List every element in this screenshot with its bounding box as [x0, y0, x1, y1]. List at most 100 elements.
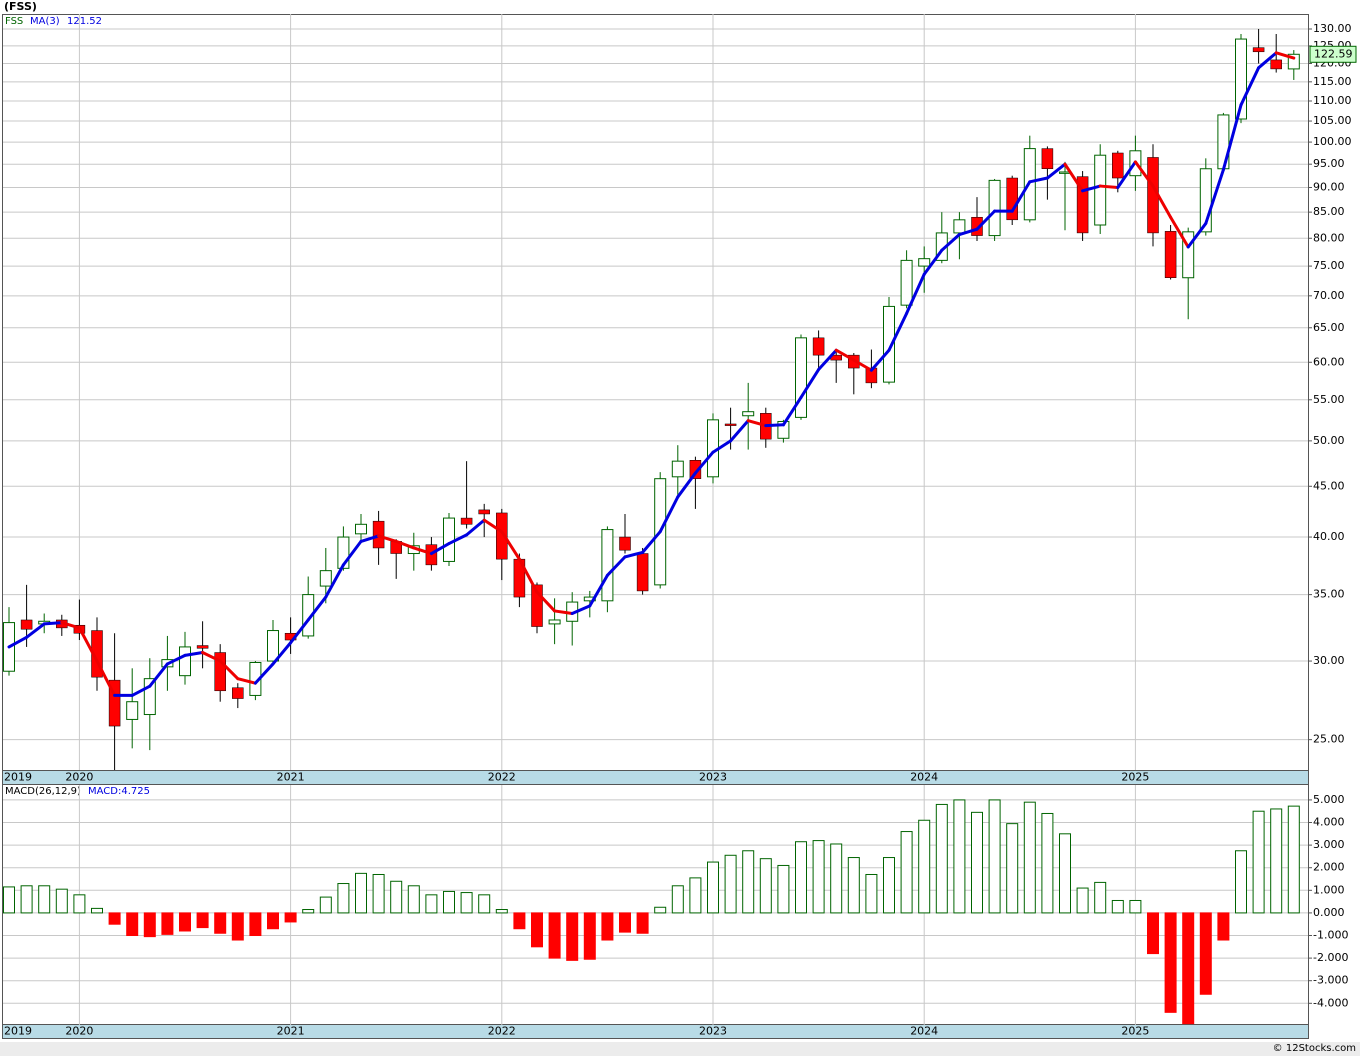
x-tick-label: 2019: [4, 771, 32, 784]
y-tick-label: 5.000: [1313, 793, 1345, 806]
candle-body: [971, 216, 983, 236]
macd-bar: [1006, 823, 1019, 914]
ma-segment: [834, 348, 856, 362]
candle-body: [1112, 152, 1124, 179]
ma-segment: [1045, 162, 1067, 180]
ma-segment: [1151, 184, 1173, 219]
y-tick-label: -3.000: [1313, 974, 1348, 987]
candle-body: [795, 337, 807, 418]
macd-bar: [179, 912, 191, 932]
ma-segment: [77, 626, 99, 663]
y-tick-label: 45.00: [1313, 479, 1345, 492]
macd-bar: [988, 799, 1001, 914]
y-tick-label: -4.000: [1313, 996, 1348, 1009]
ma-segment: [60, 621, 81, 630]
candle-body: [1287, 53, 1300, 70]
macd-bar: [443, 890, 455, 914]
ma-segment: [1133, 160, 1155, 188]
candle-body: [918, 258, 931, 267]
ma-segment: [623, 550, 645, 559]
ma-segment: [676, 471, 697, 499]
ma-segment: [429, 542, 451, 556]
ma-segment: [817, 348, 838, 372]
y-tick-label: -2.000: [1313, 951, 1348, 964]
macd-bar: [548, 912, 561, 959]
macd-bar: [161, 912, 174, 935]
macd-bar: [724, 854, 737, 914]
macd-bar: [319, 896, 332, 914]
candle-body: [1235, 38, 1247, 120]
ma-segment: [1098, 184, 1120, 189]
candle-body: [636, 553, 649, 592]
x-tick-label: 2019: [4, 1025, 32, 1038]
macd-bar: [214, 912, 227, 934]
macd-bar: [707, 861, 719, 914]
macd-bar: [1235, 850, 1247, 914]
y-tick-label: 115.00: [1313, 75, 1352, 88]
macd-bar: [566, 912, 579, 961]
macd-bar: [619, 912, 631, 933]
macd-bar: [935, 803, 948, 914]
ma-segment: [271, 641, 293, 666]
y-tick-label: 3.000: [1313, 838, 1345, 851]
candle-body: [900, 259, 913, 306]
candle-body: [232, 687, 244, 699]
ma-segment: [887, 311, 909, 352]
macd-bar: [126, 912, 139, 937]
macd-bar: [337, 883, 350, 914]
ma-segment: [394, 539, 416, 550]
macd-bar: [1287, 805, 1300, 914]
ma-segment: [1239, 66, 1261, 107]
candle-body: [1252, 47, 1265, 53]
macd-bar: [1147, 912, 1159, 955]
ma-segment: [535, 590, 557, 613]
macd-bar: [689, 877, 702, 914]
legend-ma: MA(3): [30, 16, 60, 27]
macd-bar: [284, 912, 297, 923]
ma-segment: [148, 662, 169, 688]
macd-bar: [636, 912, 649, 934]
y-tick-label: 100.00: [1313, 135, 1352, 148]
candle-body: [20, 619, 33, 630]
ma-segment: [1028, 176, 1049, 184]
macd-bar: [830, 843, 843, 914]
y-tick-label: 75.00: [1313, 259, 1345, 272]
y-tick-label: 4.000: [1313, 816, 1345, 829]
ma-segment: [324, 563, 345, 599]
ma-segment: [764, 423, 785, 428]
ma-segment: [130, 684, 152, 697]
ma-segment: [1063, 162, 1085, 193]
candle-body: [724, 423, 737, 426]
candle-body: [619, 536, 631, 551]
macd-bar: [55, 888, 68, 914]
ma-segment: [658, 495, 680, 534]
candle-body: [108, 679, 121, 727]
macd-bar: [91, 907, 103, 914]
macd-bar: [1023, 801, 1036, 914]
macd-bar: [231, 912, 244, 941]
macd-bar: [1217, 912, 1230, 941]
macd-bar: [601, 912, 614, 941]
ma-segment: [729, 419, 750, 443]
ma-segment: [289, 618, 310, 645]
ma-segment: [693, 450, 715, 475]
candle-body: [1270, 59, 1282, 70]
x-tick-label: 2023: [699, 1025, 727, 1038]
x-tick-label: 2020: [65, 1025, 93, 1038]
candle-body: [443, 517, 455, 562]
macd-bar: [1164, 912, 1177, 1013]
macd-bar: [1199, 912, 1212, 995]
candle-body: [179, 646, 191, 677]
candle-body: [126, 701, 139, 720]
macd-value: MACD:4.725: [88, 786, 150, 797]
ma-segment: [377, 534, 398, 543]
candle-body: [1076, 176, 1089, 234]
candle-body: [496, 512, 508, 560]
macd-bar: [390, 880, 403, 914]
y-tick-label: 2.000: [1313, 861, 1345, 874]
y-tick-label: -1.000: [1313, 929, 1348, 942]
ma-segment: [1169, 215, 1190, 249]
macd-bar: [812, 840, 825, 914]
x-tick-label: 2024: [910, 1025, 938, 1038]
legend-ma-value: 121.52: [67, 16, 102, 27]
